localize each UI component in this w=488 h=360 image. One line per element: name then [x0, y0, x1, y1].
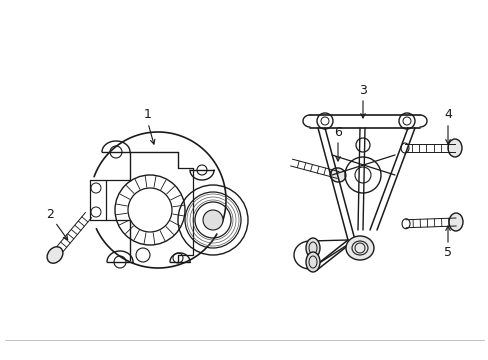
- Text: 4: 4: [443, 108, 451, 122]
- Circle shape: [203, 210, 223, 230]
- Text: 6: 6: [333, 126, 341, 139]
- Ellipse shape: [447, 139, 461, 157]
- Text: 2: 2: [46, 207, 54, 220]
- Ellipse shape: [448, 213, 462, 231]
- Text: 1: 1: [144, 108, 152, 122]
- Text: 5: 5: [443, 246, 451, 258]
- Ellipse shape: [329, 168, 345, 182]
- Ellipse shape: [47, 247, 63, 263]
- Text: 3: 3: [358, 84, 366, 96]
- Ellipse shape: [346, 236, 373, 260]
- Ellipse shape: [305, 238, 319, 258]
- Ellipse shape: [305, 252, 319, 272]
